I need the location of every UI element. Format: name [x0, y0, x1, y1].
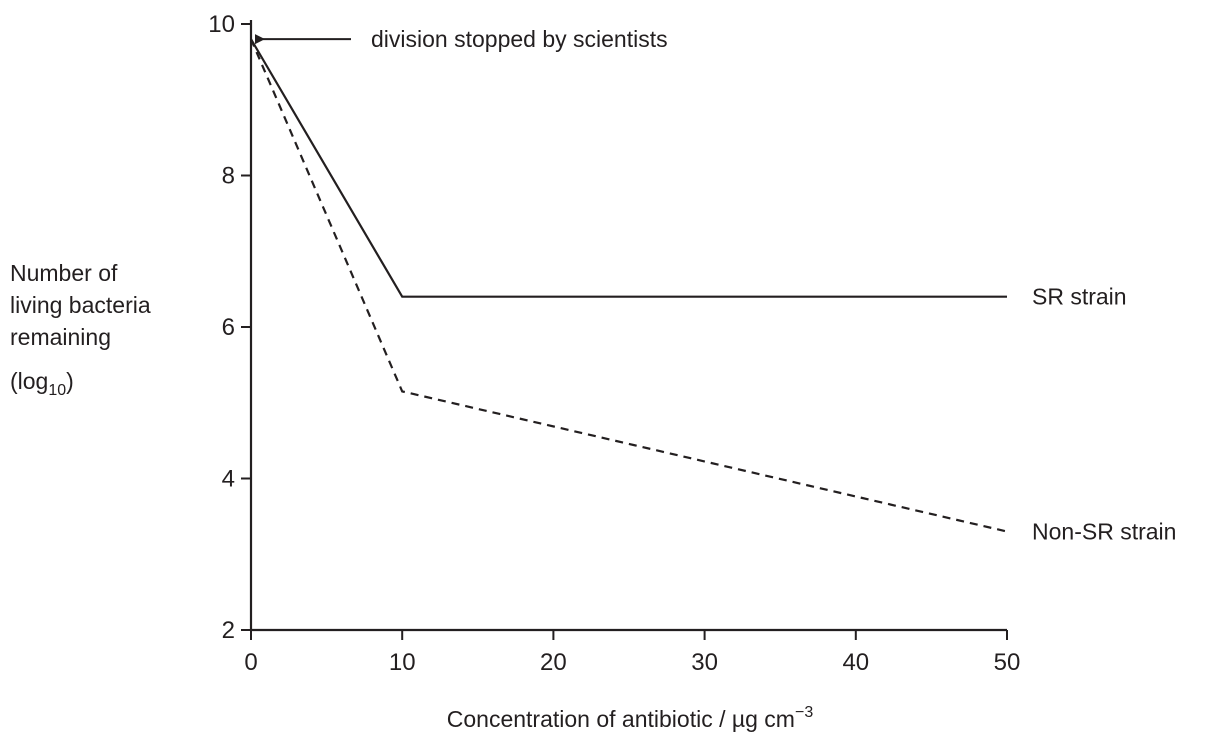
annotation-text: division stopped by scientists: [371, 26, 668, 52]
series-label-non-sr-strain: Non-SR strain: [1032, 519, 1176, 545]
y-axis-label-prefix: (log: [10, 368, 48, 394]
series-label-sr-strain: SR strain: [1032, 284, 1127, 310]
y-tick-label-8: 8: [222, 163, 235, 190]
y-axis-label-suffix: ): [66, 368, 74, 394]
series-line-non-sr-strain: [249, 38, 1008, 533]
y-ticks: 2 4 6 8 10: [208, 11, 251, 644]
x-tick-label-0: 0: [244, 649, 257, 676]
x-tick-label-40: 40: [842, 649, 869, 676]
y-axis-label: Number of living bacteria remaining (log…: [10, 260, 151, 399]
x-axis-label: Concentration of antibiotic / µg cm−3: [447, 704, 814, 732]
axes: [249, 20, 1007, 632]
x-ticks: 0 10 20 30 40 50: [244, 630, 1020, 676]
y-axis-label-line-3: remaining: [10, 324, 111, 350]
series-layer: [249, 38, 1008, 533]
y-tick-label-10: 10: [208, 11, 235, 38]
y-axis-label-line-1: Number of: [10, 260, 118, 286]
y-tick-label-6: 6: [222, 314, 235, 341]
y-axis-label-line-4: (log10): [10, 368, 74, 399]
x-axis-label-superscript: −3: [795, 704, 813, 721]
x-axis-label-text: Concentration of antibiotic / µg cm: [447, 706, 795, 732]
x-tick-label-10: 10: [389, 649, 416, 676]
y-tick-label-4: 4: [222, 466, 235, 493]
x-tick-label-30: 30: [691, 649, 718, 676]
annotation: division stopped by scientists: [255, 26, 668, 52]
x-tick-label-20: 20: [540, 649, 567, 676]
series-line-sr-strain: [250, 38, 1007, 298]
y-axis-label-line-2: living bacteria: [10, 292, 151, 318]
x-tick-label-50: 50: [994, 649, 1021, 676]
y-axis-label-subscript: 10: [48, 382, 66, 399]
series-labels: SR strain Non-SR strain: [1032, 284, 1176, 545]
y-tick-label-2: 2: [222, 617, 235, 644]
